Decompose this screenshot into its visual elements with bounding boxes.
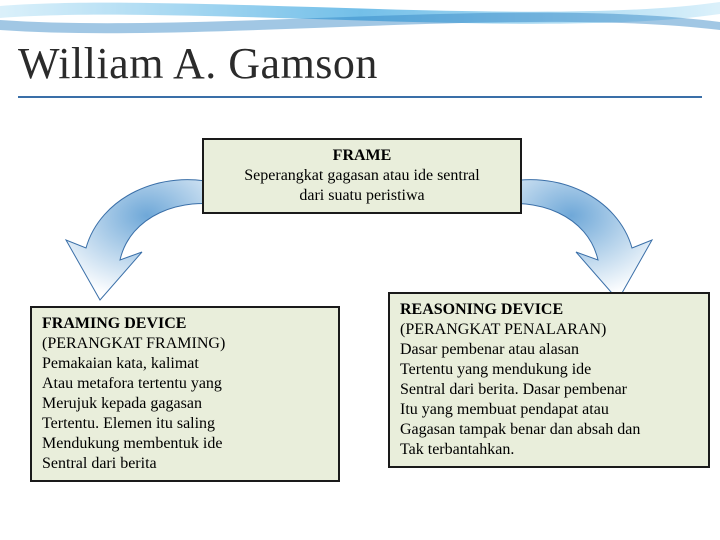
left-body: Pemakaian kata, kalimat Atau metafora te… [42, 354, 328, 474]
slide: William A. Gamson FRAME Seperangkat gaga… [0, 0, 720, 540]
frame-box: FRAME Seperangkat gagasan atau ide sentr… [202, 138, 522, 214]
framing-device-box: FRAMING DEVICE (PERANGKAT FRAMING) Pemak… [30, 306, 340, 482]
frame-body-line1: Seperangkat gagasan atau ide sentral [214, 166, 510, 186]
page-title: William A. Gamson [18, 38, 378, 89]
frame-heading: FRAME [214, 146, 510, 166]
frame-body-line2: dari suatu peristiwa [214, 186, 510, 206]
right-body: Dasar pembenar atau alasan Tertentu yang… [400, 340, 698, 460]
title-underline [18, 96, 702, 98]
right-sub: (PERANGKAT PENALARAN) [400, 320, 698, 340]
reasoning-device-box: REASONING DEVICE (PERANGKAT PENALARAN) D… [388, 292, 710, 468]
right-heading: REASONING DEVICE [400, 300, 698, 320]
left-sub: (PERANGKAT FRAMING) [42, 334, 328, 354]
left-heading: FRAMING DEVICE [42, 314, 328, 334]
